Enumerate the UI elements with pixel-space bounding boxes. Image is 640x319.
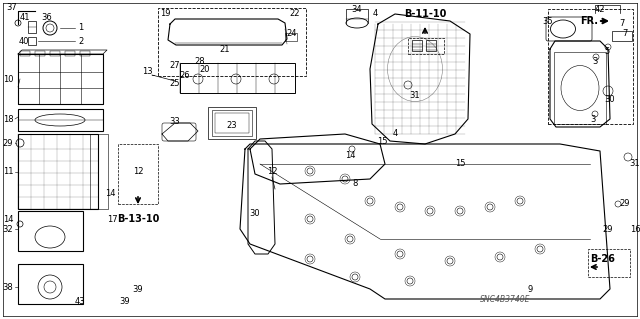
Bar — [65, 51, 75, 56]
Bar — [158, 8, 306, 76]
Text: 17: 17 — [107, 214, 117, 224]
Text: 29: 29 — [3, 138, 13, 147]
Text: 38: 38 — [3, 283, 13, 292]
Text: 7: 7 — [620, 19, 625, 28]
Text: 12: 12 — [132, 167, 143, 175]
Bar — [215, 113, 249, 133]
Bar — [80, 51, 90, 56]
Text: 9: 9 — [527, 285, 532, 293]
Text: 36: 36 — [42, 12, 52, 21]
Text: 4: 4 — [392, 130, 397, 138]
Text: 16: 16 — [630, 225, 640, 234]
Bar — [28, 37, 36, 45]
Bar — [208, 107, 256, 139]
Text: 42: 42 — [595, 4, 605, 13]
Text: 31: 31 — [630, 160, 640, 168]
Text: 4: 4 — [372, 10, 378, 19]
Text: B-13-10: B-13-10 — [117, 214, 159, 224]
Bar — [118, 144, 158, 204]
Text: 28: 28 — [195, 56, 205, 65]
Text: 3: 3 — [592, 57, 598, 66]
Text: 35: 35 — [543, 17, 554, 26]
Text: 15: 15 — [377, 137, 387, 145]
Text: SNC4B3740E: SNC4B3740E — [480, 294, 531, 303]
Text: 31: 31 — [410, 91, 420, 100]
Bar — [90, 134, 108, 209]
Bar — [408, 38, 444, 54]
Text: 25: 25 — [170, 78, 180, 87]
Bar — [18, 264, 83, 304]
Text: 22: 22 — [290, 10, 300, 19]
Bar — [426, 40, 436, 51]
Text: 13: 13 — [141, 66, 152, 76]
Bar — [212, 110, 252, 136]
Text: 26: 26 — [180, 70, 190, 79]
Bar — [20, 51, 30, 56]
Text: 1: 1 — [78, 24, 83, 33]
Text: 39: 39 — [132, 285, 143, 293]
Bar — [285, 33, 297, 41]
Text: 39: 39 — [120, 296, 131, 306]
Text: 24: 24 — [287, 29, 297, 39]
Text: 29: 29 — [603, 225, 613, 234]
Text: 34: 34 — [352, 4, 362, 13]
Text: 30: 30 — [250, 210, 260, 219]
Text: 29: 29 — [620, 199, 630, 209]
Bar — [50, 51, 60, 56]
Text: 30: 30 — [605, 94, 615, 103]
Text: 37: 37 — [6, 3, 17, 11]
Text: FR.: FR. — [580, 16, 598, 26]
Bar — [180, 63, 295, 93]
Text: 8: 8 — [352, 180, 358, 189]
Bar — [412, 40, 422, 51]
Bar — [554, 52, 606, 124]
Text: 15: 15 — [455, 160, 465, 168]
Text: B-11-10: B-11-10 — [404, 9, 446, 19]
Bar — [18, 54, 103, 104]
Text: 32: 32 — [3, 225, 13, 234]
Text: 5: 5 — [604, 48, 610, 56]
Bar — [588, 249, 630, 277]
Bar — [28, 21, 36, 33]
Text: 27: 27 — [170, 61, 180, 70]
Text: B-26: B-26 — [591, 254, 616, 264]
Text: 18: 18 — [3, 115, 13, 123]
Text: 43: 43 — [75, 296, 85, 306]
Bar — [548, 9, 633, 124]
Text: 21: 21 — [220, 44, 230, 54]
Text: 11: 11 — [3, 167, 13, 176]
Text: 40: 40 — [19, 36, 29, 46]
Text: 20: 20 — [200, 64, 211, 73]
Text: 12: 12 — [267, 167, 277, 175]
Text: 10: 10 — [3, 75, 13, 84]
Text: 19: 19 — [160, 10, 170, 19]
Bar — [612, 31, 632, 41]
Text: 14: 14 — [3, 214, 13, 224]
Text: 14: 14 — [105, 189, 115, 198]
Text: 14: 14 — [345, 152, 355, 160]
Text: 41: 41 — [20, 12, 30, 21]
Text: 7: 7 — [622, 29, 628, 39]
Text: 2: 2 — [78, 36, 83, 46]
Bar — [18, 134, 98, 209]
Bar — [18, 109, 103, 131]
Bar — [18, 211, 83, 251]
Bar — [35, 51, 45, 56]
Text: 23: 23 — [227, 121, 237, 130]
Text: 33: 33 — [170, 117, 180, 127]
Text: 3: 3 — [590, 115, 596, 123]
